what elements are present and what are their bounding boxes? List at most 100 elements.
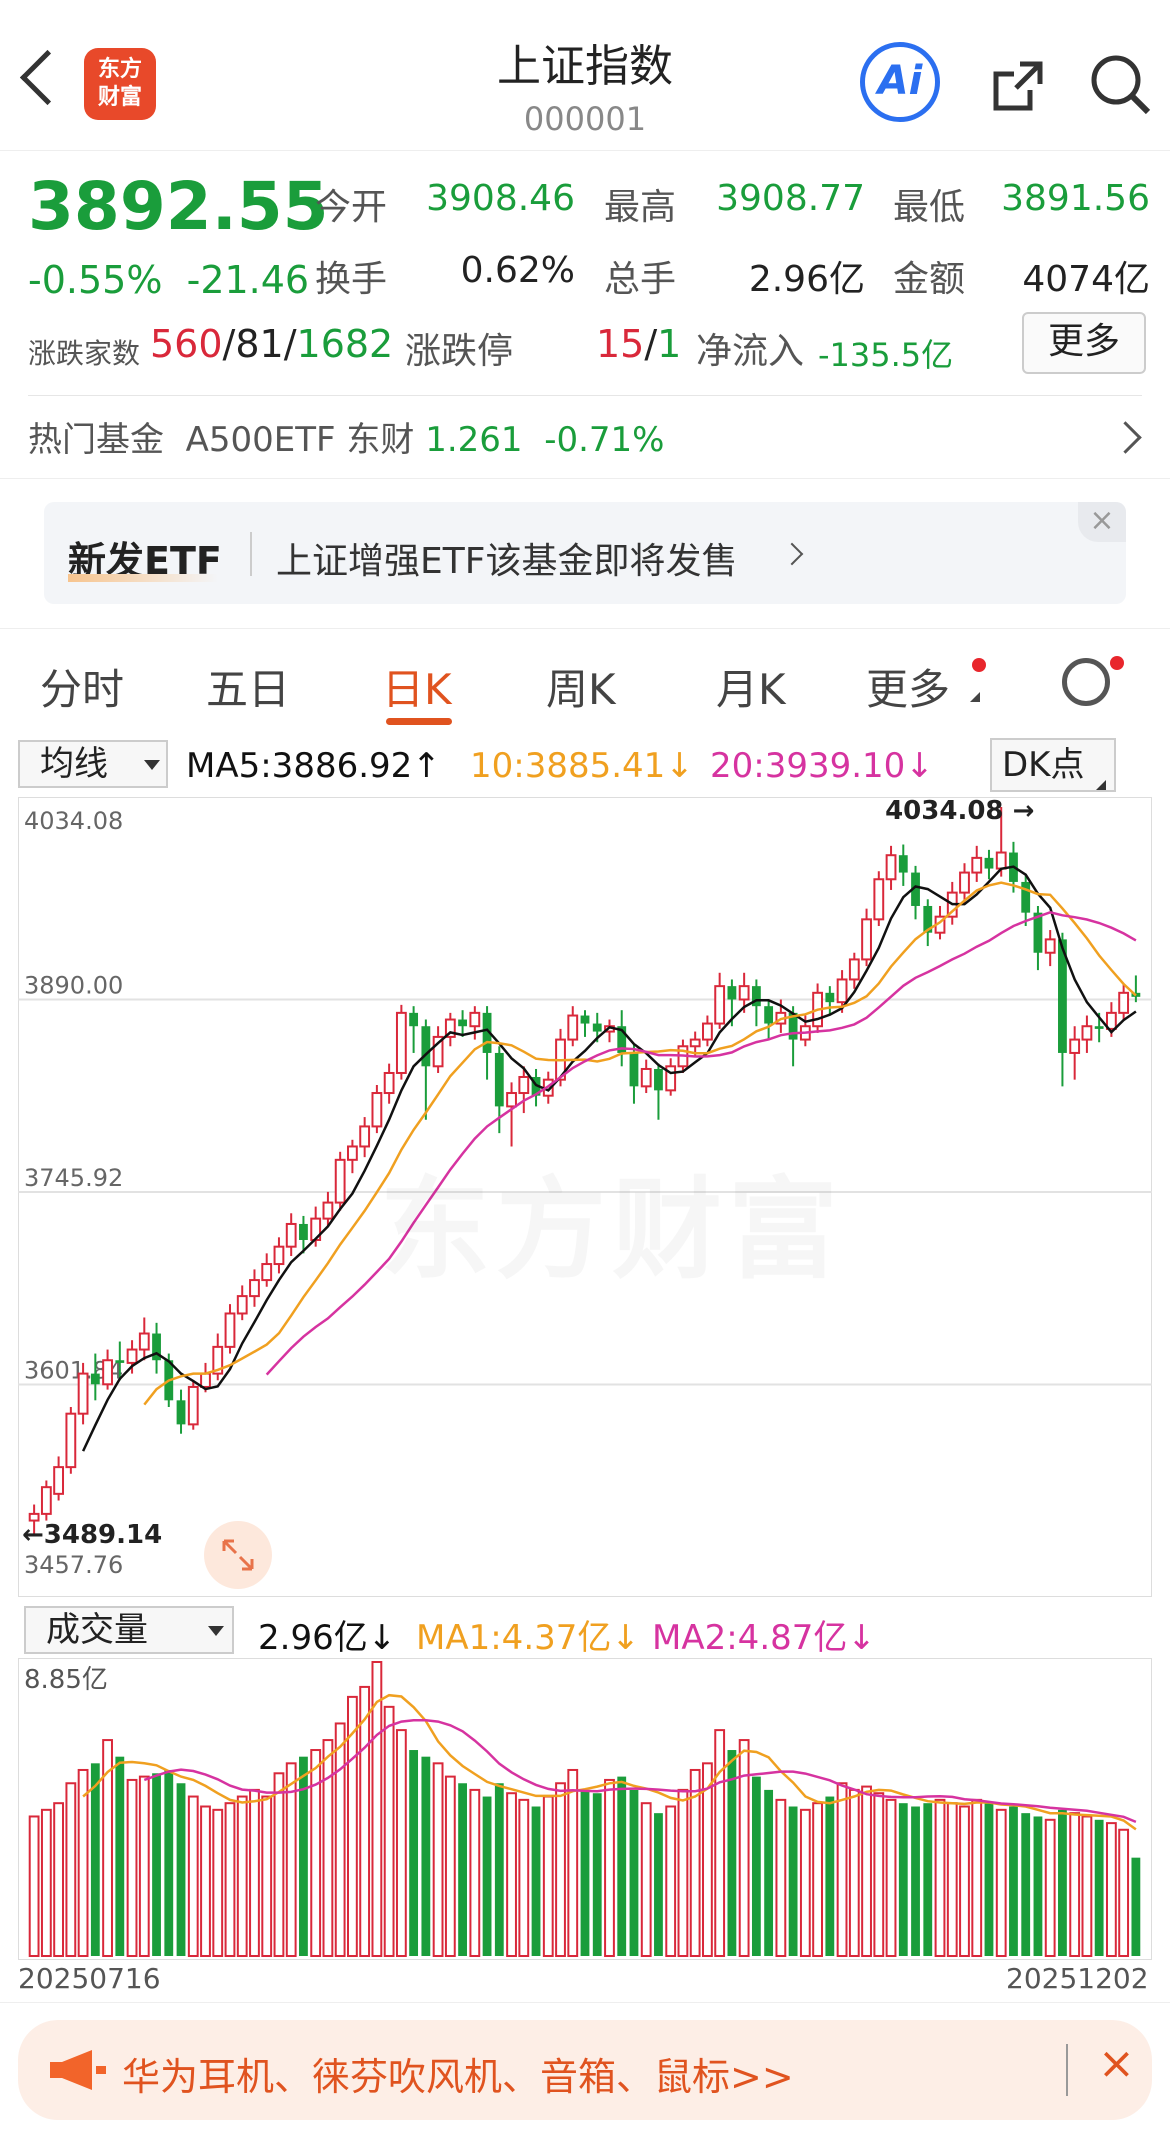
candle-body (395, 1011, 407, 1074)
ma20-value: 20:3939.10↓ (710, 746, 934, 786)
notification-dot (972, 658, 986, 672)
tab-weekly-k[interactable]: 周K (546, 665, 616, 714)
volume-bar (102, 1739, 113, 1957)
candle-body (176, 1400, 186, 1425)
ad-banner[interactable]: 华为耳机、徕芬吹风机、音箱、鼠标>> × (18, 2020, 1152, 2120)
ad-close-icon[interactable]: × (1098, 2038, 1135, 2089)
volume-bar (28, 1815, 40, 1957)
candle-body (212, 1345, 224, 1375)
candle-body (249, 1279, 260, 1298)
y-tick-label: 3745.92 (24, 1164, 123, 1192)
volume-indicator-select[interactable]: 成交量 (24, 1606, 234, 1654)
candle-body (299, 1223, 308, 1240)
expand-arrows-icon (222, 1539, 254, 1571)
candle-body (738, 985, 750, 1001)
page-title: 上证指数 (497, 41, 673, 92)
tab-fenshi[interactable]: 分时 (40, 665, 125, 714)
volume-bar (115, 1756, 125, 1956)
limit-down: 1 (657, 322, 682, 366)
volume-bar (432, 1762, 444, 1957)
candle-body (629, 1052, 639, 1087)
expand-chart-icon[interactable] (204, 1521, 272, 1589)
low-label: 最低 (893, 187, 966, 228)
volume-bar (885, 1798, 897, 1957)
candle-body (518, 1075, 530, 1095)
indicator-select[interactable]: 均线 (18, 740, 168, 788)
candle-body (506, 1092, 517, 1108)
candle-body (115, 1360, 125, 1363)
volume-bar (261, 1795, 273, 1957)
tab-daily-k[interactable]: 日K (382, 665, 452, 714)
stock-code: 000001 (523, 100, 647, 138)
dk-point-button[interactable]: DK点 (990, 738, 1116, 792)
turnover-value: 0.62% (460, 250, 575, 291)
app-logo: 东方财富 (84, 48, 156, 120)
corner-triangle-icon (1096, 780, 1106, 790)
tab-five-day[interactable]: 五日 (206, 665, 291, 714)
limit-values: 15/1 (596, 322, 682, 366)
breadth-label: 涨跌家数 (28, 337, 141, 370)
volume-bar (482, 1796, 492, 1956)
volume-bar (1058, 1809, 1067, 1956)
candle-body (421, 1026, 431, 1067)
volume-bar (873, 1792, 885, 1957)
volume-bar (187, 1795, 199, 1957)
volume-bar (848, 1788, 860, 1957)
high-label: 最高 (604, 187, 677, 228)
candle-body (138, 1332, 150, 1351)
divider (0, 628, 1170, 629)
price-change: -0.55% -21.46 (28, 258, 309, 302)
volume-bar (580, 1789, 590, 1956)
volume-bar (1033, 1816, 1043, 1956)
new-etf-banner[interactable]: 新发ETF 上证增强ETF该基金即将发售 × (44, 502, 1126, 604)
candle-body (494, 1052, 504, 1107)
tab-monthly-k[interactable]: 月K (716, 665, 786, 714)
ai-assistant-button[interactable]: Ai (860, 42, 940, 122)
banner-close-icon[interactable]: × (1078, 502, 1126, 542)
more-quote-button[interactable]: 更多 (1022, 312, 1146, 374)
candle-body (90, 1373, 100, 1385)
high-value: 3908.77 (716, 178, 865, 219)
inflow-label: 净流入 (696, 331, 805, 372)
tab-more[interactable]: 更多 (866, 665, 951, 714)
search-icon[interactable] (1088, 52, 1152, 116)
candle-body (911, 872, 920, 906)
volume-bar (617, 1776, 627, 1956)
volume-chart[interactable]: 8.85亿 (18, 1658, 1152, 1960)
settings-gear-icon[interactable] (1062, 658, 1110, 706)
candle-body (1021, 881, 1031, 913)
indicator-select-label: 均线 (40, 744, 108, 784)
volume-bar (371, 1661, 383, 1957)
volume-bar (764, 1789, 774, 1956)
candle-body (28, 1512, 40, 1522)
volume-bar (689, 1768, 701, 1958)
volume-bar (812, 1802, 824, 1957)
low-value: 3891.56 (1001, 178, 1150, 219)
volume-bar (911, 1806, 920, 1956)
candle-body (788, 1012, 798, 1040)
volume-bar (90, 1763, 100, 1956)
share-icon[interactable] (990, 58, 1046, 114)
megaphone-icon (50, 2050, 106, 2090)
candle-body (898, 855, 908, 873)
volume-bar (1069, 1812, 1081, 1957)
candle-body (102, 1359, 113, 1386)
open-label: 今开 (315, 187, 388, 228)
hot-fund-row[interactable]: 热门基金 A500ETF 东财 1.261 -0.71% (28, 412, 664, 461)
candle-body (1118, 991, 1130, 1014)
candle-body (1081, 1025, 1093, 1041)
open-value: 3908.46 (426, 178, 575, 219)
candle-body (592, 1023, 602, 1032)
candle-body (53, 1466, 65, 1495)
candle-body (848, 958, 860, 981)
amount-value: 4074亿 (1022, 259, 1150, 300)
candle-body (654, 1068, 663, 1091)
volume-bar (176, 1783, 186, 1956)
volume-bar (164, 1769, 174, 1956)
volume-bar (346, 1695, 358, 1958)
ma10-line (143, 881, 1137, 1406)
volume-bar (861, 1785, 872, 1957)
candlestick-chart[interactable]: 4034.083890.003745.923601.843457.764034.… (18, 797, 1152, 1597)
y-tick-label: 4034.08 (24, 807, 123, 835)
volume-bar (1105, 1822, 1117, 1957)
